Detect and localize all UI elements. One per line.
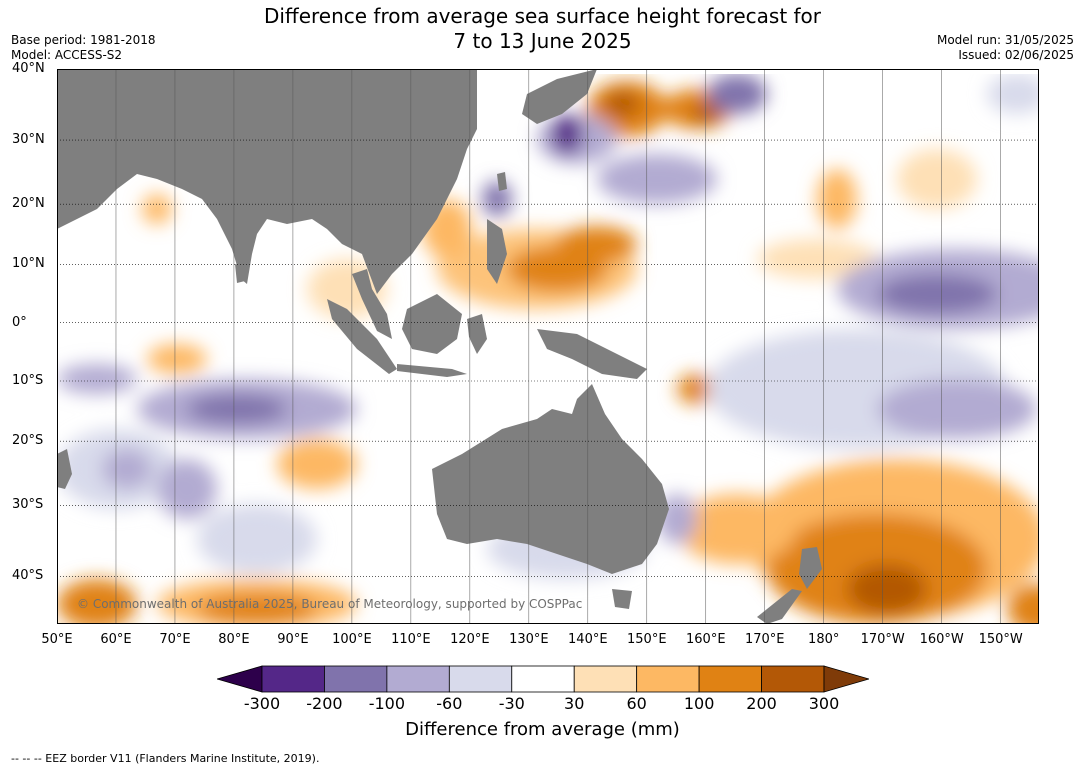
- colorbar-box: [261, 665, 325, 693]
- title-line-1: Difference from average sea surface heig…: [263, 4, 822, 28]
- colorbar-box: [448, 665, 513, 693]
- land-new-zealand-south: [757, 589, 802, 624]
- meta-left: Base period: 1981-2018 Model: ACCESS-S2: [11, 33, 156, 63]
- land-borneo: [402, 294, 462, 354]
- latitude-label: 40°N: [12, 61, 45, 76]
- land-japan: [522, 69, 597, 124]
- longitude-label: 160°E: [686, 632, 726, 647]
- longitude-label: 80°E: [218, 632, 250, 647]
- colorbar-extend-high: [823, 665, 869, 693]
- land-asia: [57, 69, 477, 294]
- land-philippines: [487, 219, 507, 284]
- colorbar-box: [511, 665, 575, 693]
- land-sulawesi: [467, 314, 487, 354]
- longitude-label: 120°E: [450, 632, 490, 647]
- land-tasmania: [612, 589, 632, 609]
- colorbar-tick-label: 100: [683, 694, 715, 713]
- colorbar: [217, 665, 869, 693]
- colorbar-tick-label: -100: [368, 694, 406, 713]
- title-line-2: 7 to 13 June 2025: [453, 29, 632, 53]
- longitude-label: 140°E: [568, 632, 608, 647]
- colorbar-title: Difference from average (mm): [405, 719, 680, 740]
- latitude-label: 10°S: [12, 372, 44, 388]
- longitude-label: 50°E: [41, 632, 73, 647]
- longitude-label: 150°E: [627, 632, 667, 647]
- longitude-label: 60°E: [100, 632, 132, 647]
- colorbar-box: [636, 665, 700, 693]
- longitude-label: 130°E: [509, 632, 549, 647]
- colorbar-tick-label: 300: [808, 694, 840, 713]
- land-taiwan: [497, 172, 507, 191]
- model-name: Model: ACCESS-S2: [11, 48, 123, 62]
- colorbar-box: [698, 665, 762, 693]
- land-java: [397, 364, 467, 377]
- latitude-label: 30°S: [12, 497, 44, 513]
- copyright-notice: © Commonwealth of Australia 2025, Bureau…: [77, 597, 583, 611]
- colorbar-extend-low: [217, 665, 263, 693]
- sea-surface-height-map: [57, 69, 1039, 624]
- latitude-label: 0°: [12, 314, 27, 330]
- map-frame: [57, 69, 1039, 624]
- model-run: Model run: 31/05/2025: [936, 33, 1074, 47]
- anomaly-field: [57, 74, 1039, 624]
- colorbar-tick-label: -60: [436, 694, 463, 713]
- chart-title: Difference from average sea surface heig…: [0, 4, 1085, 54]
- longitude-label: 150°W: [978, 632, 1023, 647]
- land-new-guinea: [537, 329, 647, 379]
- land-sumatra: [327, 299, 397, 374]
- eez-footnote: -- -- -- EEZ border V11 (Flanders Marine…: [11, 752, 320, 765]
- land-new-zealand-north: [799, 547, 822, 589]
- longitude-label: 170°E: [744, 632, 785, 647]
- longitude-label: 90°E: [277, 632, 309, 647]
- land-sri-lanka: [235, 264, 245, 283]
- base-period: Base period: 1981-2018: [11, 33, 156, 47]
- longitude-label: 160°W: [919, 632, 964, 647]
- colorbar-box: [386, 665, 450, 693]
- colorbar-box: [761, 665, 825, 693]
- longitude-label: 110°E: [391, 632, 431, 647]
- land-madagascar: [57, 449, 72, 489]
- longitude-label: 180°: [808, 632, 840, 647]
- longitude-label: 70°E: [159, 632, 191, 647]
- colorbar-tick-label: -300: [243, 694, 281, 713]
- meta-right: Model run: 31/05/2025 Issued: 02/06/2025: [937, 33, 1074, 63]
- graticule: [57, 69, 1039, 624]
- colorbar-tick-label: 30: [564, 694, 585, 713]
- longitude-label: 100°E: [332, 632, 372, 647]
- land-masses: [57, 69, 822, 624]
- colorbar-box: [573, 665, 638, 693]
- colorbar-tick-label: -30: [498, 694, 525, 713]
- colorbar-tick-label: -200: [306, 694, 343, 713]
- latitude-label: 10°N: [12, 256, 45, 272]
- longitude-label: 170°W: [860, 632, 905, 647]
- issued-date: Issued: 02/06/2025: [958, 48, 1074, 62]
- latitude-label: 40°S: [12, 568, 44, 584]
- colorbar-tick-label: 200: [746, 694, 777, 713]
- latitude-label: 20°S: [12, 433, 44, 449]
- colorbar-tick-label: 60: [626, 694, 647, 713]
- latitude-label: 20°N: [12, 196, 45, 212]
- latitude-label: 30°N: [12, 132, 45, 148]
- colorbar-box: [324, 665, 388, 693]
- land-malay-peninsula: [352, 269, 392, 339]
- land-australia: [432, 384, 669, 574]
